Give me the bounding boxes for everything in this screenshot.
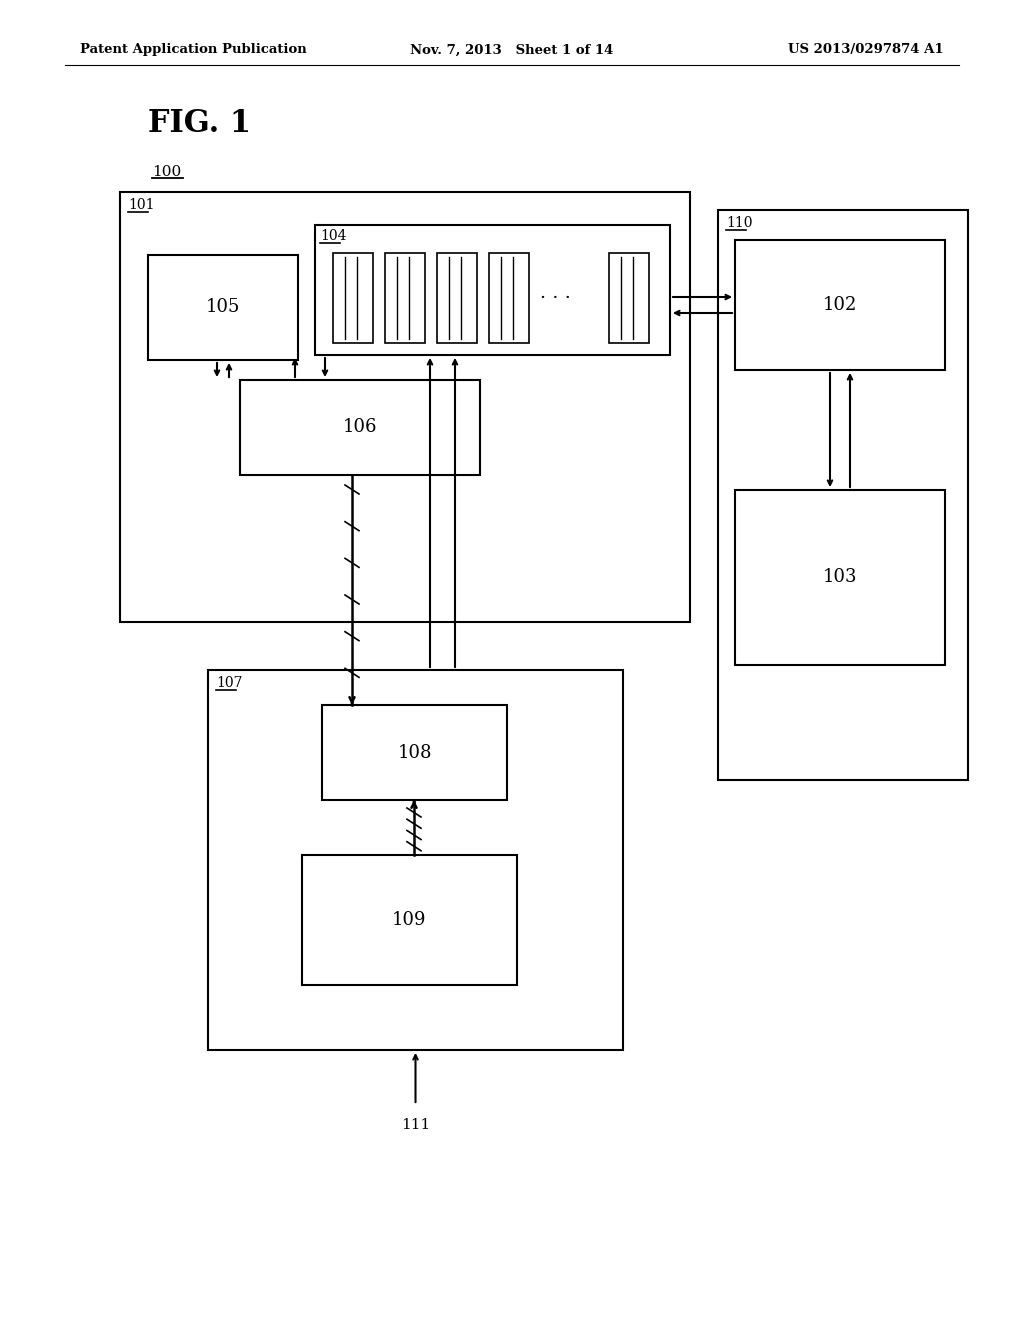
Bar xyxy=(315,224,670,355)
Text: Nov. 7, 2013   Sheet 1 of 14: Nov. 7, 2013 Sheet 1 of 14 xyxy=(411,44,613,57)
Bar xyxy=(333,253,373,343)
Bar xyxy=(302,855,517,985)
Text: 101: 101 xyxy=(128,198,155,213)
Bar xyxy=(735,490,945,665)
Bar xyxy=(322,705,507,800)
Bar xyxy=(718,210,968,780)
Bar xyxy=(735,240,945,370)
Text: 107: 107 xyxy=(216,676,243,690)
Text: 106: 106 xyxy=(343,418,377,437)
Text: US 2013/0297874 A1: US 2013/0297874 A1 xyxy=(788,44,944,57)
Text: 111: 111 xyxy=(400,1118,430,1133)
Text: Patent Application Publication: Patent Application Publication xyxy=(80,44,307,57)
Bar xyxy=(148,255,298,360)
Text: 108: 108 xyxy=(397,743,432,762)
Text: 100: 100 xyxy=(152,165,181,180)
Text: 102: 102 xyxy=(823,296,857,314)
Bar xyxy=(240,380,480,475)
Bar xyxy=(437,253,477,343)
Text: 105: 105 xyxy=(206,298,241,317)
Text: FIG. 1: FIG. 1 xyxy=(148,108,251,139)
Bar xyxy=(385,253,425,343)
Text: 103: 103 xyxy=(822,569,857,586)
Bar xyxy=(609,253,649,343)
Bar xyxy=(208,671,623,1049)
Text: 104: 104 xyxy=(319,228,346,243)
Bar xyxy=(120,191,690,622)
Bar xyxy=(489,253,529,343)
Text: 110: 110 xyxy=(726,216,753,230)
Text: 109: 109 xyxy=(392,911,427,929)
Text: · · ·: · · · xyxy=(540,289,570,308)
